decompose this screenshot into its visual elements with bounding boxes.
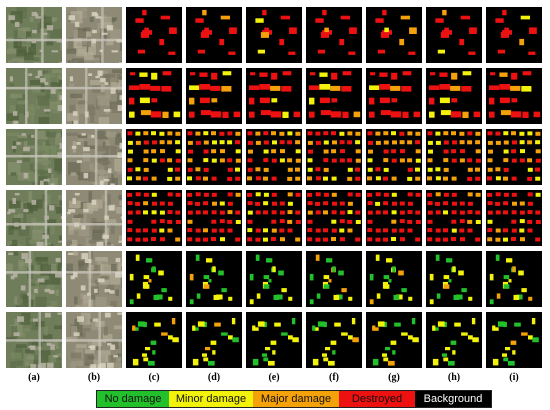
pre-disaster-image	[6, 190, 62, 246]
legend-label-background: Background	[423, 393, 483, 405]
legend-item-minor-damage: Minor damage	[169, 391, 253, 407]
legend-item-background: Background	[415, 391, 491, 407]
damage-map	[366, 129, 422, 185]
column-label-c: (c)	[148, 372, 160, 383]
damage-map	[366, 190, 422, 246]
damage-map	[426, 312, 482, 368]
damage-map	[486, 129, 542, 185]
column-label-g: (g)	[388, 372, 400, 383]
legend-item-no-damage: No damage	[97, 391, 169, 407]
damage-map	[486, 251, 542, 307]
column-label-f: (f)	[329, 372, 339, 383]
legend-item-major-damage: Major damage	[253, 391, 339, 407]
legend-label-minor-damage: Minor damage	[175, 393, 247, 405]
damage-map	[246, 251, 302, 307]
damage-map	[126, 68, 182, 124]
damage-map	[246, 129, 302, 185]
damage-map	[126, 129, 182, 185]
column-label-i: (i)	[509, 372, 519, 383]
damage-map	[366, 312, 422, 368]
damage-map	[246, 68, 302, 124]
post-disaster-image	[66, 251, 122, 307]
damage-map	[306, 190, 362, 246]
damage-map	[486, 190, 542, 246]
column-label-d: (d)	[207, 372, 221, 383]
damage-map	[366, 251, 422, 307]
column-label-a: (a)	[28, 372, 40, 383]
legend-item-destroyed: Destroyed	[339, 391, 415, 407]
damage-map	[246, 312, 302, 368]
damage-map	[486, 68, 542, 124]
damage-map	[306, 312, 362, 368]
damage-map	[186, 7, 242, 63]
pre-disaster-image	[6, 251, 62, 307]
damage-map	[306, 251, 362, 307]
legend-label-destroyed: Destroyed	[351, 393, 403, 405]
post-disaster-image	[66, 129, 122, 185]
column-label-b: (b)	[87, 372, 101, 383]
pre-disaster-image	[6, 312, 62, 368]
damage-map	[306, 68, 362, 124]
damage-legend: No damage Minor damage Major damage Dest…	[96, 390, 492, 408]
column-label-e: (e)	[268, 372, 280, 383]
damage-map	[306, 129, 362, 185]
damage-map	[426, 190, 482, 246]
damage-map	[366, 68, 422, 124]
damage-map	[426, 129, 482, 185]
damage-map	[426, 251, 482, 307]
column-label-h: (h)	[447, 372, 461, 383]
damage-map	[246, 190, 302, 246]
damage-map	[366, 7, 422, 63]
post-disaster-image	[66, 190, 122, 246]
pre-disaster-image	[6, 129, 62, 185]
damage-map	[306, 7, 362, 63]
damage-map	[186, 190, 242, 246]
damage-map	[426, 7, 482, 63]
damage-map	[126, 312, 182, 368]
post-disaster-image	[66, 68, 122, 124]
damage-map	[486, 312, 542, 368]
damage-map	[126, 251, 182, 307]
post-disaster-image	[66, 312, 122, 368]
damage-map	[126, 7, 182, 63]
legend-label-major-damage: Major damage	[260, 393, 332, 405]
damage-map	[486, 7, 542, 63]
damage-map	[186, 312, 242, 368]
pre-disaster-image	[6, 68, 62, 124]
damage-map	[186, 68, 242, 124]
damage-map	[186, 251, 242, 307]
damage-map	[126, 190, 182, 246]
pre-disaster-image	[6, 7, 62, 63]
damage-map	[246, 7, 302, 63]
damage-map	[426, 68, 482, 124]
damage-map	[186, 129, 242, 185]
legend-label-no-damage: No damage	[104, 393, 162, 405]
post-disaster-image	[66, 7, 122, 63]
